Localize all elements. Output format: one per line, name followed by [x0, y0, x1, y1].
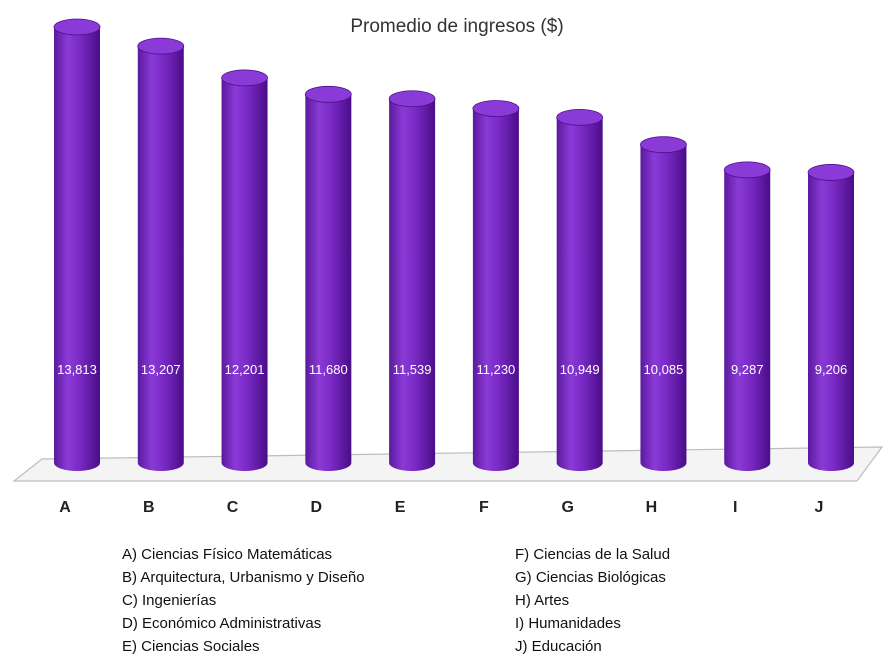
bar-top-cap — [723, 161, 771, 179]
bar-top-cap — [304, 85, 352, 103]
bar-body — [221, 77, 268, 471]
bar-top-cap — [640, 136, 687, 154]
legend-item-c: C) Ingenierías — [122, 592, 217, 609]
legend-item-i: I) Humanidades — [515, 615, 621, 632]
bar-d — [304, 85, 352, 471]
bar-top-cap — [556, 109, 604, 126]
bar-i — [723, 161, 771, 471]
legend-column-left: A) Ciencias Físico Matemáticas B) Arquit… — [122, 543, 365, 658]
category-label: G — [561, 499, 573, 516]
bar-top-cap — [807, 164, 855, 181]
chart-title: Promedio de ingresos ($) — [350, 16, 563, 37]
bar-body — [389, 98, 436, 472]
legend-item-h: H) Artes — [515, 592, 570, 609]
category-label: J — [815, 499, 824, 516]
bar-top-cap — [388, 90, 436, 108]
legend: A) Ciencias Físico Matemáticas B) Arquit… — [0, 543, 891, 664]
bar-body — [54, 27, 100, 471]
category-label: D — [311, 499, 323, 516]
value-label: 11,680 — [309, 362, 348, 377]
category-label: H — [646, 499, 658, 516]
legend-item-e: E) Ciencias Sociales — [122, 638, 260, 655]
bar-f — [472, 100, 520, 472]
bar-top-cap — [53, 18, 101, 36]
category-label: F — [479, 499, 489, 516]
bar-body — [724, 169, 771, 471]
value-label: 10,085 — [644, 362, 684, 377]
bar-e — [388, 90, 436, 472]
value-labels-group: 13,813 13,207 12,201 11,680 11,539 11,230 10,9… — [57, 362, 847, 377]
legend-item-d: D) Económico Administrativas — [122, 615, 322, 632]
category-label: B — [143, 499, 155, 516]
bar-h — [640, 136, 687, 471]
bar-j — [807, 164, 855, 471]
bar-top-cap — [221, 69, 268, 87]
bar-c — [221, 69, 268, 471]
category-label: E — [395, 499, 406, 516]
bar-body — [556, 117, 603, 471]
bar-g — [556, 109, 604, 471]
bar-b — [137, 37, 185, 472]
value-label: 10,949 — [560, 362, 600, 377]
bar-body — [640, 144, 687, 471]
legend-item-b: B) Arquitectura, Urbanismo y Diseño — [122, 569, 365, 586]
category-label: C — [227, 499, 239, 516]
bar-top-cap — [137, 37, 185, 55]
legend-item-j: J) Educación — [515, 638, 602, 655]
bar-a — [53, 18, 101, 471]
value-label: 9,287 — [731, 362, 764, 377]
bar-top-cap — [472, 100, 520, 117]
bars-group — [53, 18, 855, 472]
category-labels-group: A B C D E F G H I J — [59, 499, 823, 516]
bar-body — [305, 94, 352, 471]
legend-item-g: G) Ciencias Biológicas — [515, 569, 666, 586]
legend-item-f: F) Ciencias de la Salud — [515, 546, 671, 563]
value-label: 12,201 — [225, 362, 265, 377]
value-label: 11,230 — [476, 362, 515, 377]
value-label: 11,539 — [393, 362, 432, 377]
legend-column-right: F) Ciencias de la Salud G) Ciencias Biol… — [515, 543, 670, 658]
value-label: 13,813 — [57, 362, 97, 377]
bar-body — [137, 46, 184, 472]
category-label: A — [59, 499, 71, 516]
value-label: 9,206 — [815, 362, 848, 377]
legend-item-a: A) Ciencias Físico Matemáticas — [122, 546, 333, 563]
bar-body — [472, 108, 519, 472]
category-label: I — [733, 499, 737, 516]
bar-body — [808, 172, 854, 471]
value-label: 13,207 — [141, 362, 181, 377]
